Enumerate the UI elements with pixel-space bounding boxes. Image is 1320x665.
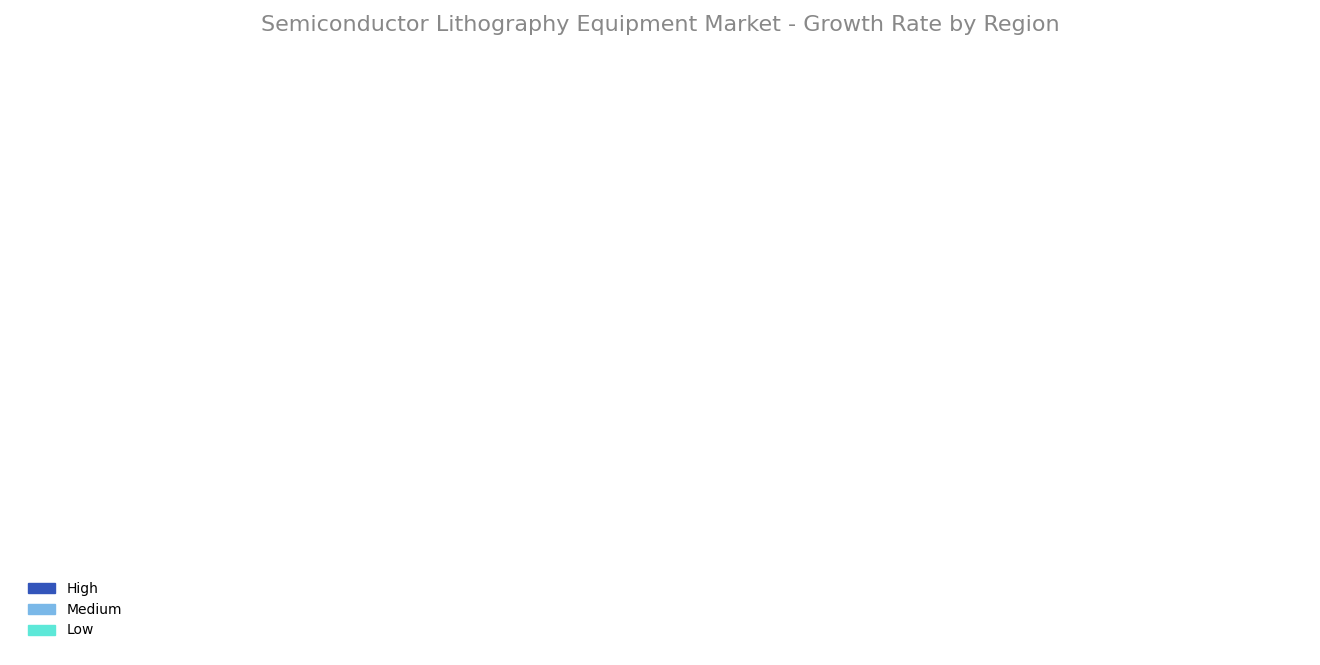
Title: Semiconductor Lithography Equipment Market - Growth Rate by Region: Semiconductor Lithography Equipment Mark… xyxy=(260,15,1060,35)
Legend: High, Medium, Low: High, Medium, Low xyxy=(22,576,128,643)
